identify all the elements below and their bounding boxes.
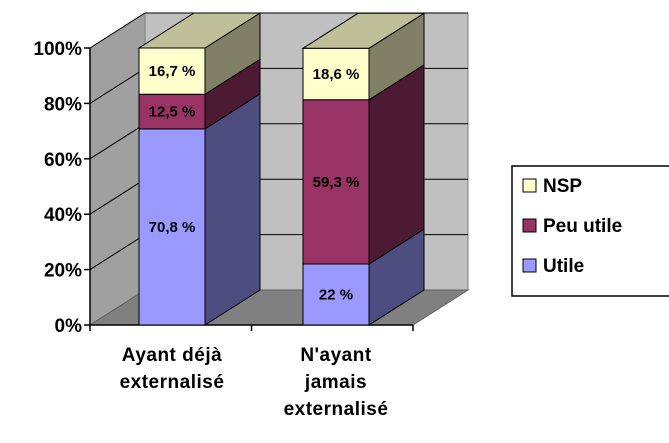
x-category-label: Ayant déjà <box>122 345 222 366</box>
legend-swatch <box>522 218 537 233</box>
x-category-label: externalisé <box>120 372 225 393</box>
gridline-side <box>89 67 146 104</box>
legend-box <box>511 165 669 297</box>
legend-label: Peu utile <box>543 216 622 237</box>
gridline-side <box>89 123 146 160</box>
legend-label: NSP <box>543 176 582 197</box>
data-label: 16,7 % <box>149 63 196 80</box>
gridline-side <box>89 178 146 215</box>
bar-segment-top <box>301 12 426 49</box>
data-label: 12,5 % <box>149 104 196 121</box>
gridline-side <box>89 234 146 271</box>
legend-swatch <box>522 258 537 273</box>
gridline-side <box>89 12 146 49</box>
legend-label: Utile <box>543 256 584 277</box>
data-label: 70,8 % <box>149 219 196 236</box>
y-tick-label: 0% <box>55 316 83 337</box>
bar-segment-top <box>137 12 262 49</box>
data-label: 18,6 % <box>313 66 360 83</box>
bar-segment-side <box>204 92 261 326</box>
y-tick-label: 40% <box>44 205 82 226</box>
y-tick-label: 100% <box>33 39 82 60</box>
legend-swatch <box>522 178 537 193</box>
y-tick-label: 80% <box>44 94 82 115</box>
y-tick-label: 20% <box>44 261 82 282</box>
chart-side-wall <box>89 12 146 326</box>
x-category-label: jamais <box>304 372 367 393</box>
data-label: 59,3 % <box>313 174 360 191</box>
y-tick-label: 60% <box>44 150 82 171</box>
data-label: 22 % <box>319 287 353 304</box>
x-category-label: externalisé <box>284 399 389 420</box>
x-category-label: N'ayant <box>300 345 372 366</box>
